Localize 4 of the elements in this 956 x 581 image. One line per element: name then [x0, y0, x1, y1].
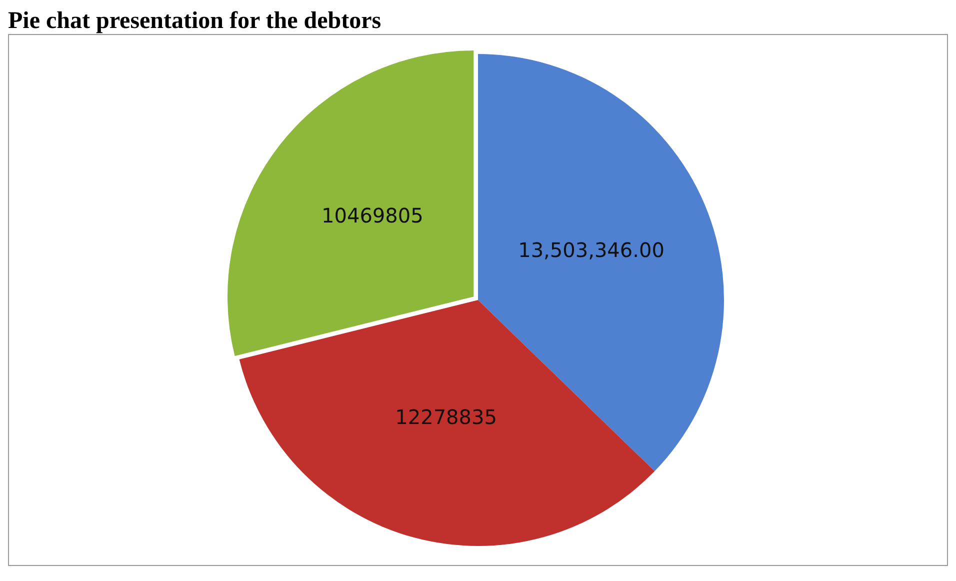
chart-title: Pie chat presentation for the debtors [8, 8, 382, 34]
data-label: 13,503,346.00 [518, 238, 664, 262]
data-label: 10469805 [322, 204, 424, 228]
data-label: 12278835 [395, 404, 497, 429]
